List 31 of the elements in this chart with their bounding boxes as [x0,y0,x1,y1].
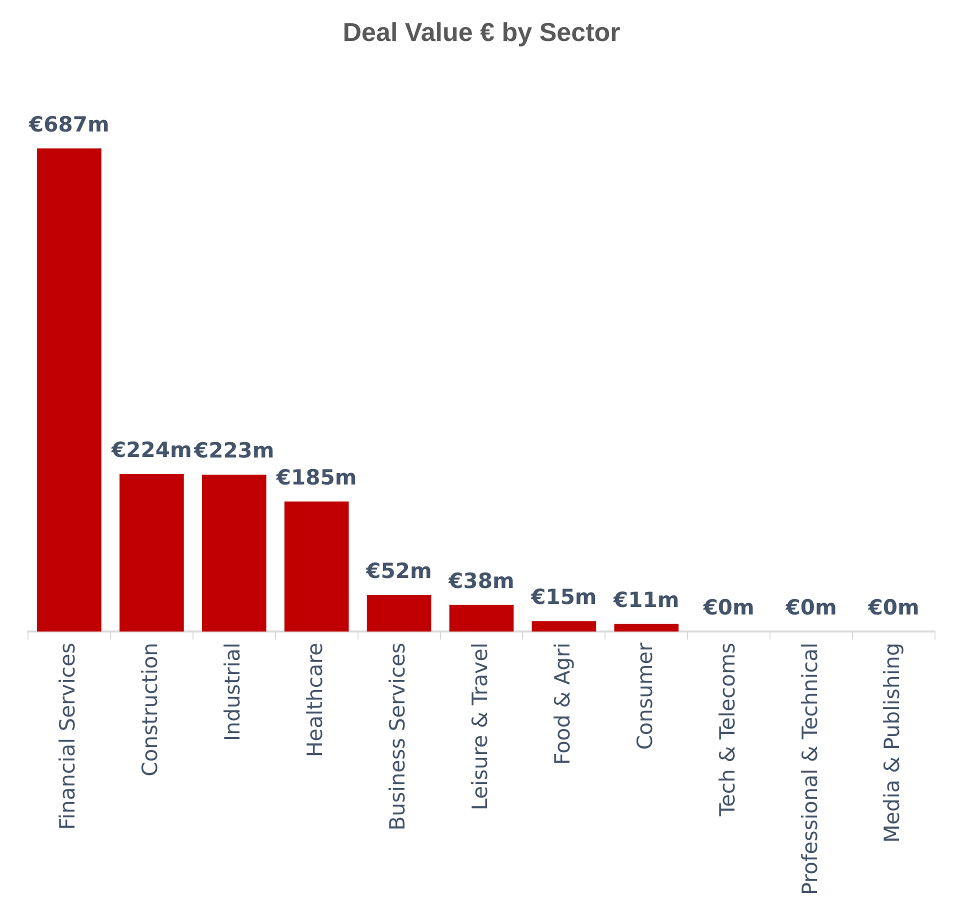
x-tick-label: Industrial [220,642,245,742]
x-tick-label: Professional & Technical [798,642,822,895]
x-tick-label: Food & Agri [550,642,574,765]
x-tick-label: Financial Services [56,642,80,830]
data-label: €687m [28,112,110,136]
bar [202,474,266,632]
data-label: €15m [530,585,597,610]
data-label: €224m [110,438,192,462]
bar [284,501,349,632]
data-label: €11m [612,588,680,612]
x-tick-label: Healthcare [303,642,328,758]
bar [614,624,679,632]
bar [449,604,514,632]
data-label: €38m [448,568,514,593]
x-tick-label: Consumer [632,642,657,750]
bar [366,595,432,632]
bar [532,621,596,632]
data-label: €0m [784,596,837,620]
x-tick-label: Construction [138,642,162,776]
chart-title: Deal Value € by Sector [342,16,620,47]
x-tick-label: Leisure & Travel [468,642,492,810]
data-label: €0m [867,596,920,620]
data-label: €52m [365,559,432,584]
data-label: €0m [702,596,754,620]
x-tick-label: Tech & Telecoms [715,642,740,818]
data-label: €185m [275,465,357,490]
data-label: €223m [192,438,274,463]
x-tick-label: Business Services [386,642,410,830]
bar [37,148,102,632]
x-tick-label: Media & Publishing [880,642,904,843]
bar [120,474,184,632]
